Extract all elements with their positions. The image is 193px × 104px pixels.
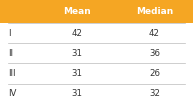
Bar [0, 23, 193, 43]
Text: Mean: Mean [63, 7, 91, 16]
Text: 31: 31 [72, 49, 83, 58]
Bar [0, 84, 193, 104]
Bar [0, 43, 193, 63]
Text: II: II [8, 49, 13, 58]
Text: 26: 26 [149, 69, 160, 78]
Text: 31: 31 [72, 69, 83, 78]
Text: 42: 42 [72, 28, 83, 38]
Text: 32: 32 [149, 89, 160, 98]
Bar [0, 0, 193, 23]
Text: III: III [8, 69, 15, 78]
Text: 31: 31 [72, 89, 83, 98]
Text: 36: 36 [149, 49, 160, 58]
Text: 42: 42 [149, 28, 160, 38]
Bar [0, 63, 193, 84]
Text: I: I [8, 28, 10, 38]
Text: Median: Median [136, 7, 173, 16]
Text: IV: IV [8, 89, 16, 98]
